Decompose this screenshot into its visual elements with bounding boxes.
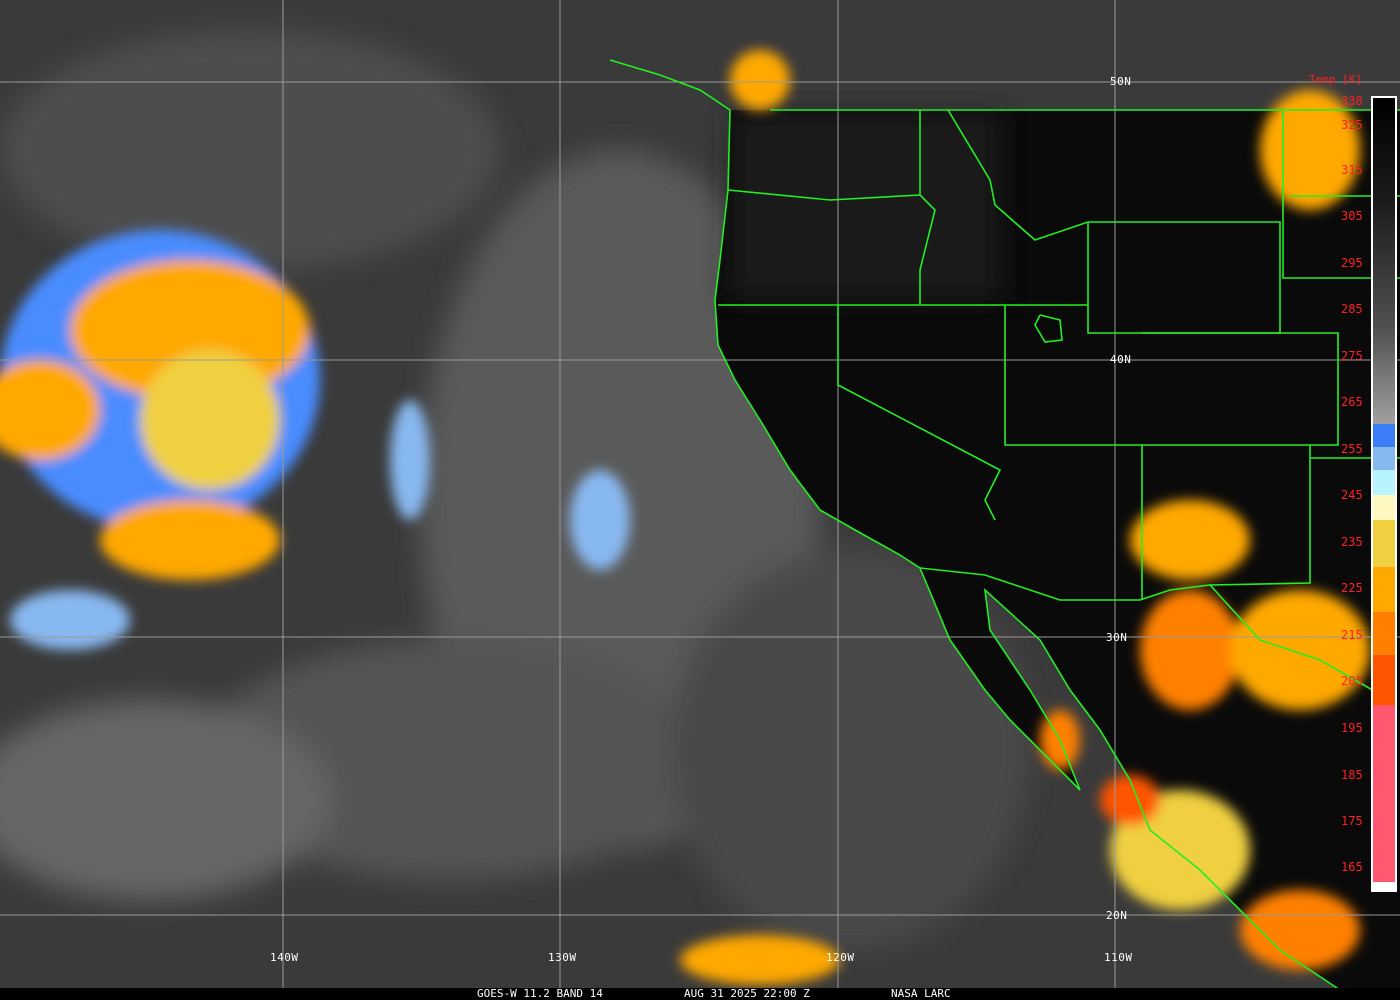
lon-label-140w: 140W: [270, 951, 299, 964]
legend-tick: 235: [1341, 535, 1363, 549]
image-caption: GOES-W 11.2 BAND 14 AUG 31 2025 22:00 Z …: [0, 988, 1400, 1000]
legend-tick: 325: [1341, 118, 1363, 132]
legend-title: Temp [K]: [1309, 73, 1362, 86]
lon-label-130w: 130W: [548, 951, 577, 964]
lon-label-120w: 120W: [826, 951, 855, 964]
legend-tick: 245: [1341, 488, 1363, 502]
color-bar: [1373, 98, 1395, 890]
legend-tick: 275: [1341, 349, 1363, 363]
legend-tick: 165: [1341, 860, 1363, 874]
legend-tick: 255: [1341, 442, 1363, 456]
lat-label-20n: 20N: [1106, 909, 1128, 922]
legend-tick: 185: [1341, 768, 1363, 782]
legend-tick: 175: [1341, 814, 1363, 828]
lat-label-30n: 30N: [1106, 631, 1128, 644]
political-borders: [609, 59, 1400, 991]
legend-tick: 205: [1341, 674, 1363, 688]
legend-tick: 195: [1341, 721, 1363, 735]
legend-tick: 295: [1341, 256, 1363, 270]
caption-credit: NASA LARC: [891, 987, 951, 1000]
legend-tick: 225: [1341, 581, 1363, 595]
lon-label-110w: 110W: [1104, 951, 1133, 964]
legend-tick: 285: [1341, 302, 1363, 316]
lat-label-40n: 40N: [1110, 353, 1132, 366]
legend-tick: 215: [1341, 628, 1363, 642]
caption-product: GOES-W 11.2 BAND 14: [477, 987, 603, 1000]
legend-tick: 315: [1341, 163, 1363, 177]
caption-datetime: AUG 31 2025 22:00 Z: [684, 987, 810, 1000]
land-mass: [715, 110, 1400, 990]
legend-tick: 330: [1341, 94, 1363, 108]
cloud-tops: [0, 50, 1370, 985]
legend-tick: 265: [1341, 395, 1363, 409]
legend-tick: 305: [1341, 209, 1363, 223]
lat-label-50n: 50N: [1110, 75, 1132, 88]
